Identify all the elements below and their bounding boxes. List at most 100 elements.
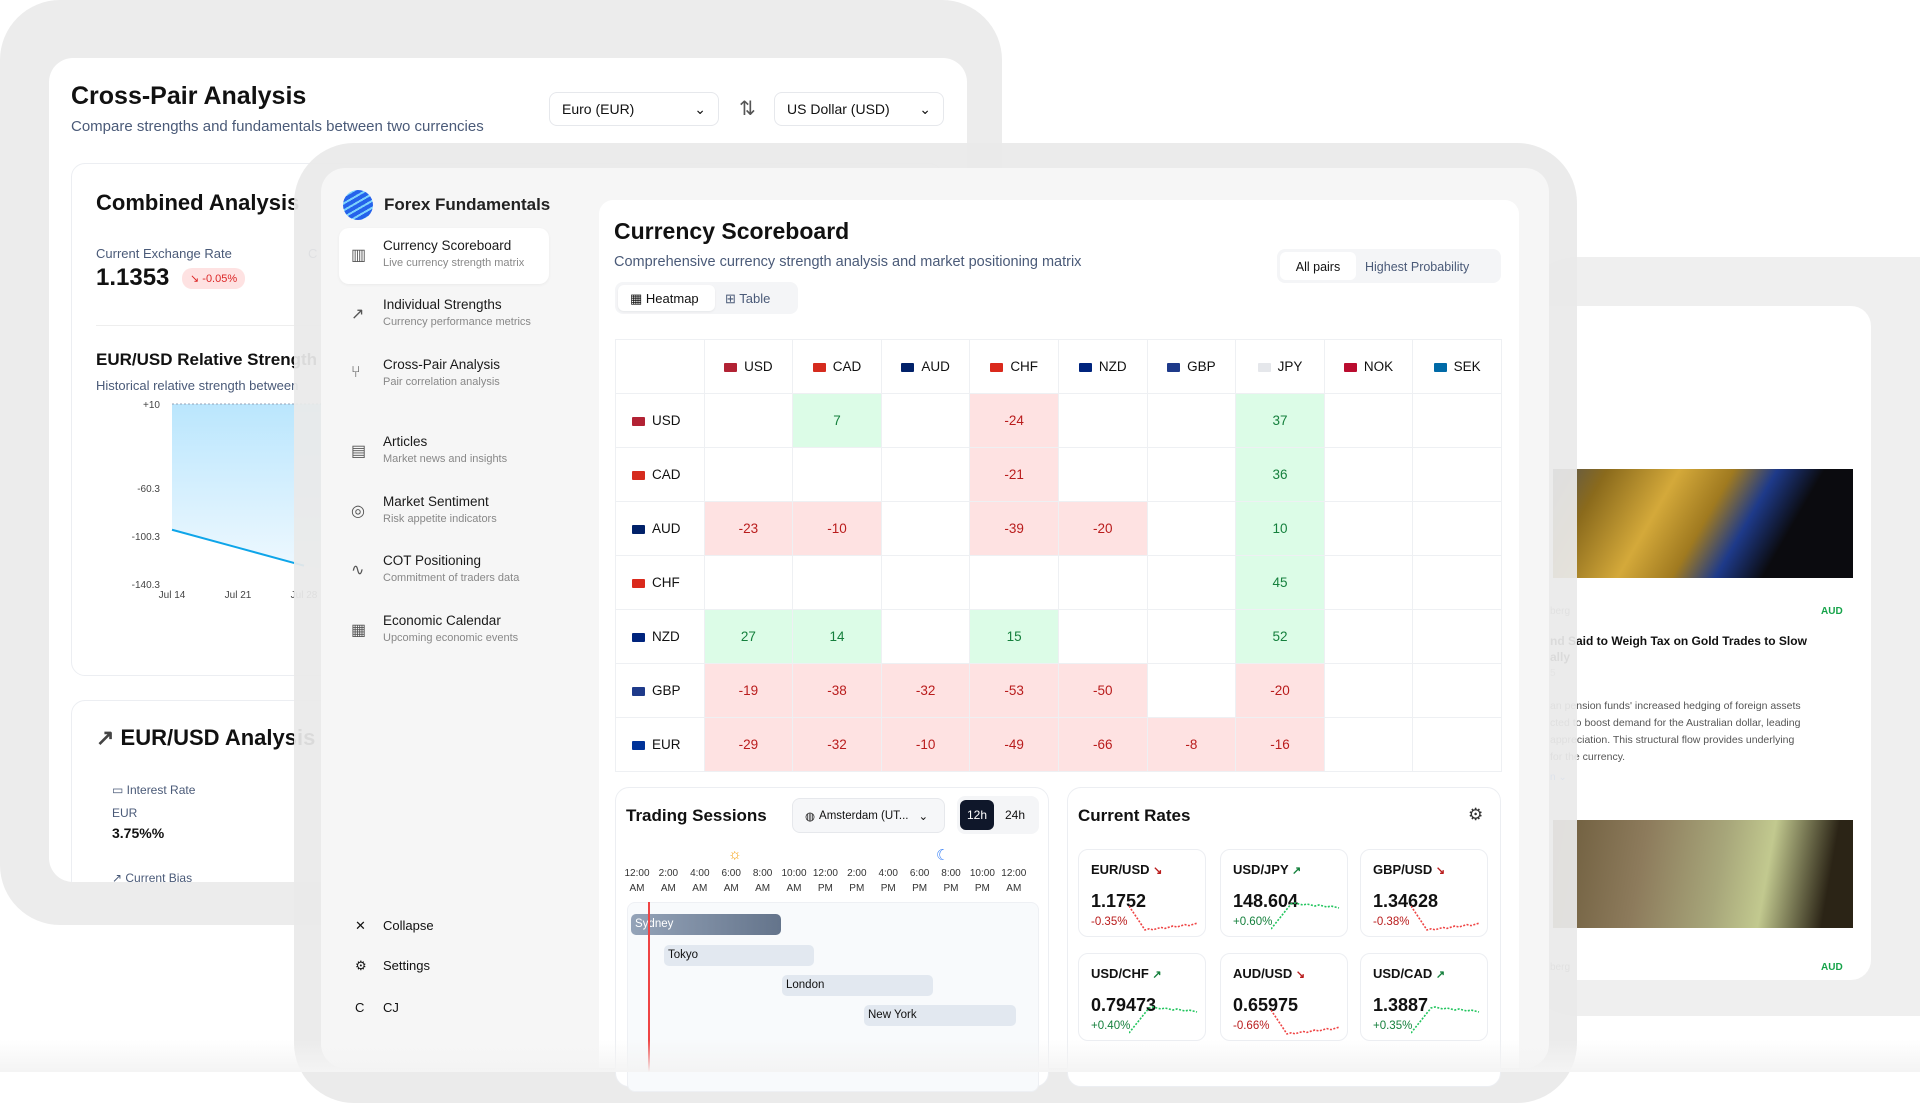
heatmap-cell[interactable] — [1412, 501, 1502, 556]
heatmap-cell[interactable]: 27 — [703, 609, 794, 664]
heatmap-cell[interactable] — [1057, 609, 1148, 664]
heatmap-cell[interactable] — [880, 447, 971, 502]
column-header[interactable]: CAD — [792, 339, 882, 394]
heatmap-cell[interactable] — [1146, 609, 1237, 664]
heatmap-cell[interactable]: -20 — [1235, 663, 1325, 718]
heatmap-cell[interactable] — [792, 447, 882, 502]
sidebar-item-individual-strengths[interactable]: ↗ Individual Strengths Currency performanc… — [339, 287, 549, 343]
heatmap-cell[interactable] — [1057, 393, 1148, 448]
session-bar-london[interactable]: London — [782, 975, 933, 996]
timezone-select[interactable]: ◍ Amsterdam (UT... ⌄ — [792, 798, 945, 833]
column-header[interactable]: AUD — [880, 339, 971, 394]
heatmap-cell[interactable] — [1146, 555, 1237, 610]
quote-currency-select[interactable]: US Dollar (USD) ⌄ — [774, 92, 944, 126]
heatmap-cell[interactable]: 15 — [969, 609, 1059, 664]
swap-icon[interactable]: ⇅ — [739, 98, 756, 120]
column-header[interactable]: SEK — [1412, 339, 1502, 394]
heatmap-cell[interactable]: -39 — [969, 501, 1059, 556]
tab-heatmap[interactable]: ▦ Heatmap — [618, 285, 715, 311]
column-header[interactable]: USD — [703, 339, 794, 394]
heatmap-cell[interactable]: -20 — [1057, 501, 1148, 556]
article-title[interactable]: nd Said to Weigh Tax on Gold Trades to S… — [1550, 634, 1807, 648]
heatmap-cell[interactable] — [703, 447, 794, 502]
heatmap-cell[interactable] — [1057, 447, 1148, 502]
heatmap-cell[interactable] — [1146, 501, 1237, 556]
filter-all-pairs[interactable]: All pairs — [1280, 252, 1356, 280]
heatmap-cell[interactable] — [703, 555, 794, 610]
heatmap-cell[interactable] — [1412, 717, 1502, 772]
mode-12h[interactable]: 12h — [960, 800, 994, 830]
rate-card[interactable]: AUD/USD ↘ 0.65975 -0.66% — [1220, 953, 1348, 1041]
heatmap-cell[interactable]: -66 — [1057, 717, 1148, 772]
heatmap-cell[interactable]: -8 — [1146, 717, 1237, 772]
heatmap-cell[interactable]: 37 — [1235, 393, 1325, 448]
sidebar-item-market-sentiment[interactable]: ◎ Market Sentiment Risk appetite indicator… — [339, 484, 549, 540]
heatmap-cell[interactable]: -29 — [703, 717, 794, 772]
collapse-button[interactable]: ✕ Collapse — [355, 918, 434, 934]
heatmap-cell[interactable] — [880, 393, 971, 448]
column-header[interactable]: JPY — [1235, 339, 1325, 394]
sidebar-item-cot-positioning[interactable]: ∿ COT Positioning Commitment of traders da… — [339, 543, 549, 599]
filter-highest-probability[interactable]: Highest Probability — [1365, 260, 1470, 274]
heatmap-cell[interactable]: -19 — [703, 663, 794, 718]
heatmap-cell[interactable]: -53 — [969, 663, 1059, 718]
rate-card[interactable]: USD/CHF ↗ 0.79473 +0.40% — [1078, 953, 1206, 1041]
heatmap-cell[interactable]: 14 — [792, 609, 882, 664]
heatmap-cell[interactable] — [1323, 501, 1414, 556]
heatmap-cell[interactable] — [1323, 609, 1414, 664]
heatmap-cell[interactable] — [792, 555, 882, 610]
tab-table[interactable]: ⊞ Table — [725, 291, 770, 307]
heatmap-cell[interactable] — [880, 609, 971, 664]
heatmap-cell[interactable]: -32 — [792, 717, 882, 772]
session-bar-tokyo[interactable]: Tokyo — [664, 945, 814, 966]
rate-card[interactable]: USD/CAD ↗ 1.3887 +0.35% — [1360, 953, 1488, 1041]
heatmap-cell[interactable]: -49 — [969, 717, 1059, 772]
heatmap-cell[interactable]: -50 — [1057, 663, 1148, 718]
rate-card[interactable]: USD/JPY ↗ 148.604 +0.60% — [1220, 849, 1348, 937]
heatmap-cell[interactable] — [969, 555, 1059, 610]
heatmap-cell[interactable]: -10 — [792, 501, 882, 556]
heatmap-cell[interactable]: 10 — [1235, 501, 1325, 556]
heatmap-cell[interactable] — [880, 501, 971, 556]
heatmap-cell[interactable] — [1323, 663, 1414, 718]
heatmap-cell[interactable]: -24 — [969, 393, 1059, 448]
heatmap-cell[interactable] — [1146, 393, 1237, 448]
column-header[interactable]: CHF — [969, 339, 1059, 394]
sidebar-item-articles[interactable]: ▤ Articles Market news and insights — [339, 424, 549, 480]
heatmap-cell[interactable]: -23 — [703, 501, 794, 556]
mode-24h[interactable]: 24h — [1005, 808, 1026, 822]
heatmap-cell[interactable] — [1412, 447, 1502, 502]
rate-card[interactable]: EUR/USD ↘ 1.1752 -0.35% — [1078, 849, 1206, 937]
heatmap-cell[interactable]: -38 — [792, 663, 882, 718]
heatmap-cell[interactable]: 7 — [792, 393, 882, 448]
session-bar-new-york[interactable]: New York — [864, 1005, 1016, 1026]
heatmap-cell[interactable] — [880, 555, 971, 610]
heatmap-cell[interactable]: 45 — [1235, 555, 1325, 610]
rate-card[interactable]: GBP/USD ↘ 1.34628 -0.38% — [1360, 849, 1488, 937]
heatmap-cell[interactable]: 52 — [1235, 609, 1325, 664]
sidebar-item-cross-pair-analysis[interactable]: ⑂ Cross-Pair Analysis Pair correlation ana… — [339, 347, 549, 403]
heatmap-cell[interactable]: 36 — [1235, 447, 1325, 502]
heatmap-cell[interactable]: -16 — [1235, 717, 1325, 772]
gear-icon[interactable]: ⚙ — [1468, 805, 1484, 824]
heatmap-cell[interactable] — [1323, 555, 1414, 610]
heatmap-cell[interactable] — [1323, 447, 1414, 502]
article-tag[interactable]: AUD — [1821, 962, 1843, 973]
article-tag[interactable]: AUD — [1821, 606, 1843, 617]
heatmap-cell[interactable] — [1146, 663, 1237, 718]
heatmap-cell[interactable] — [1412, 663, 1502, 718]
base-currency-select[interactable]: Euro (EUR) ⌄ — [549, 92, 719, 126]
heatmap-cell[interactable] — [1412, 555, 1502, 610]
sidebar-item-currency-scoreboard[interactable]: ▥ Currency Scoreboard Live currency streng… — [339, 228, 549, 284]
heatmap-cell[interactable] — [1412, 393, 1502, 448]
settings-button[interactable]: ⚙ Settings — [355, 958, 430, 974]
session-bar-sydney[interactable]: Sydney — [631, 914, 781, 935]
heatmap-cell[interactable]: -10 — [880, 717, 971, 772]
user-menu[interactable]: C CJ — [355, 1000, 399, 1015]
heatmap-cell[interactable] — [1323, 717, 1414, 772]
heatmap-cell[interactable] — [1412, 609, 1502, 664]
heatmap-cell[interactable]: -21 — [969, 447, 1059, 502]
heatmap-cell[interactable] — [1146, 447, 1237, 502]
heatmap-cell[interactable]: -32 — [880, 663, 971, 718]
heatmap-cell[interactable] — [703, 393, 794, 448]
